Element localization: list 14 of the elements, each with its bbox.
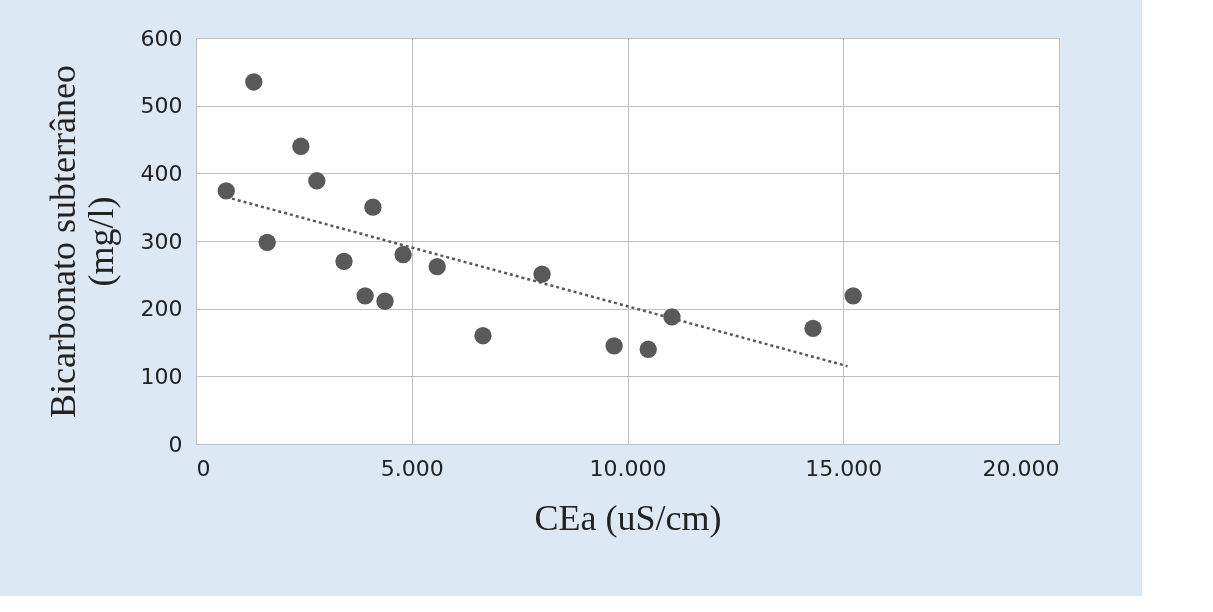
x-axis-title: CEa (uS/cm) [534,497,722,538]
y-tick-label: 100 [140,363,183,389]
y-tick-label: 300 [140,228,183,254]
x-tick-label: 15.000 [805,455,883,481]
x-tick-label: 5.000 [380,455,444,481]
x-tick-label: 20.000 [982,455,1060,481]
y-axis-title: Bicarbonato subterrâneo (mg/l) [42,65,121,418]
y-tick-label: 600 [140,25,183,51]
y-tick-label: 200 [140,296,183,322]
x-tick-label: 0 [196,455,211,481]
y-tick-label: 0 [168,431,183,457]
y-tick-label: 500 [140,93,183,119]
y-tick-label: 400 [140,160,183,186]
x-tick-label: 10.000 [589,455,667,481]
